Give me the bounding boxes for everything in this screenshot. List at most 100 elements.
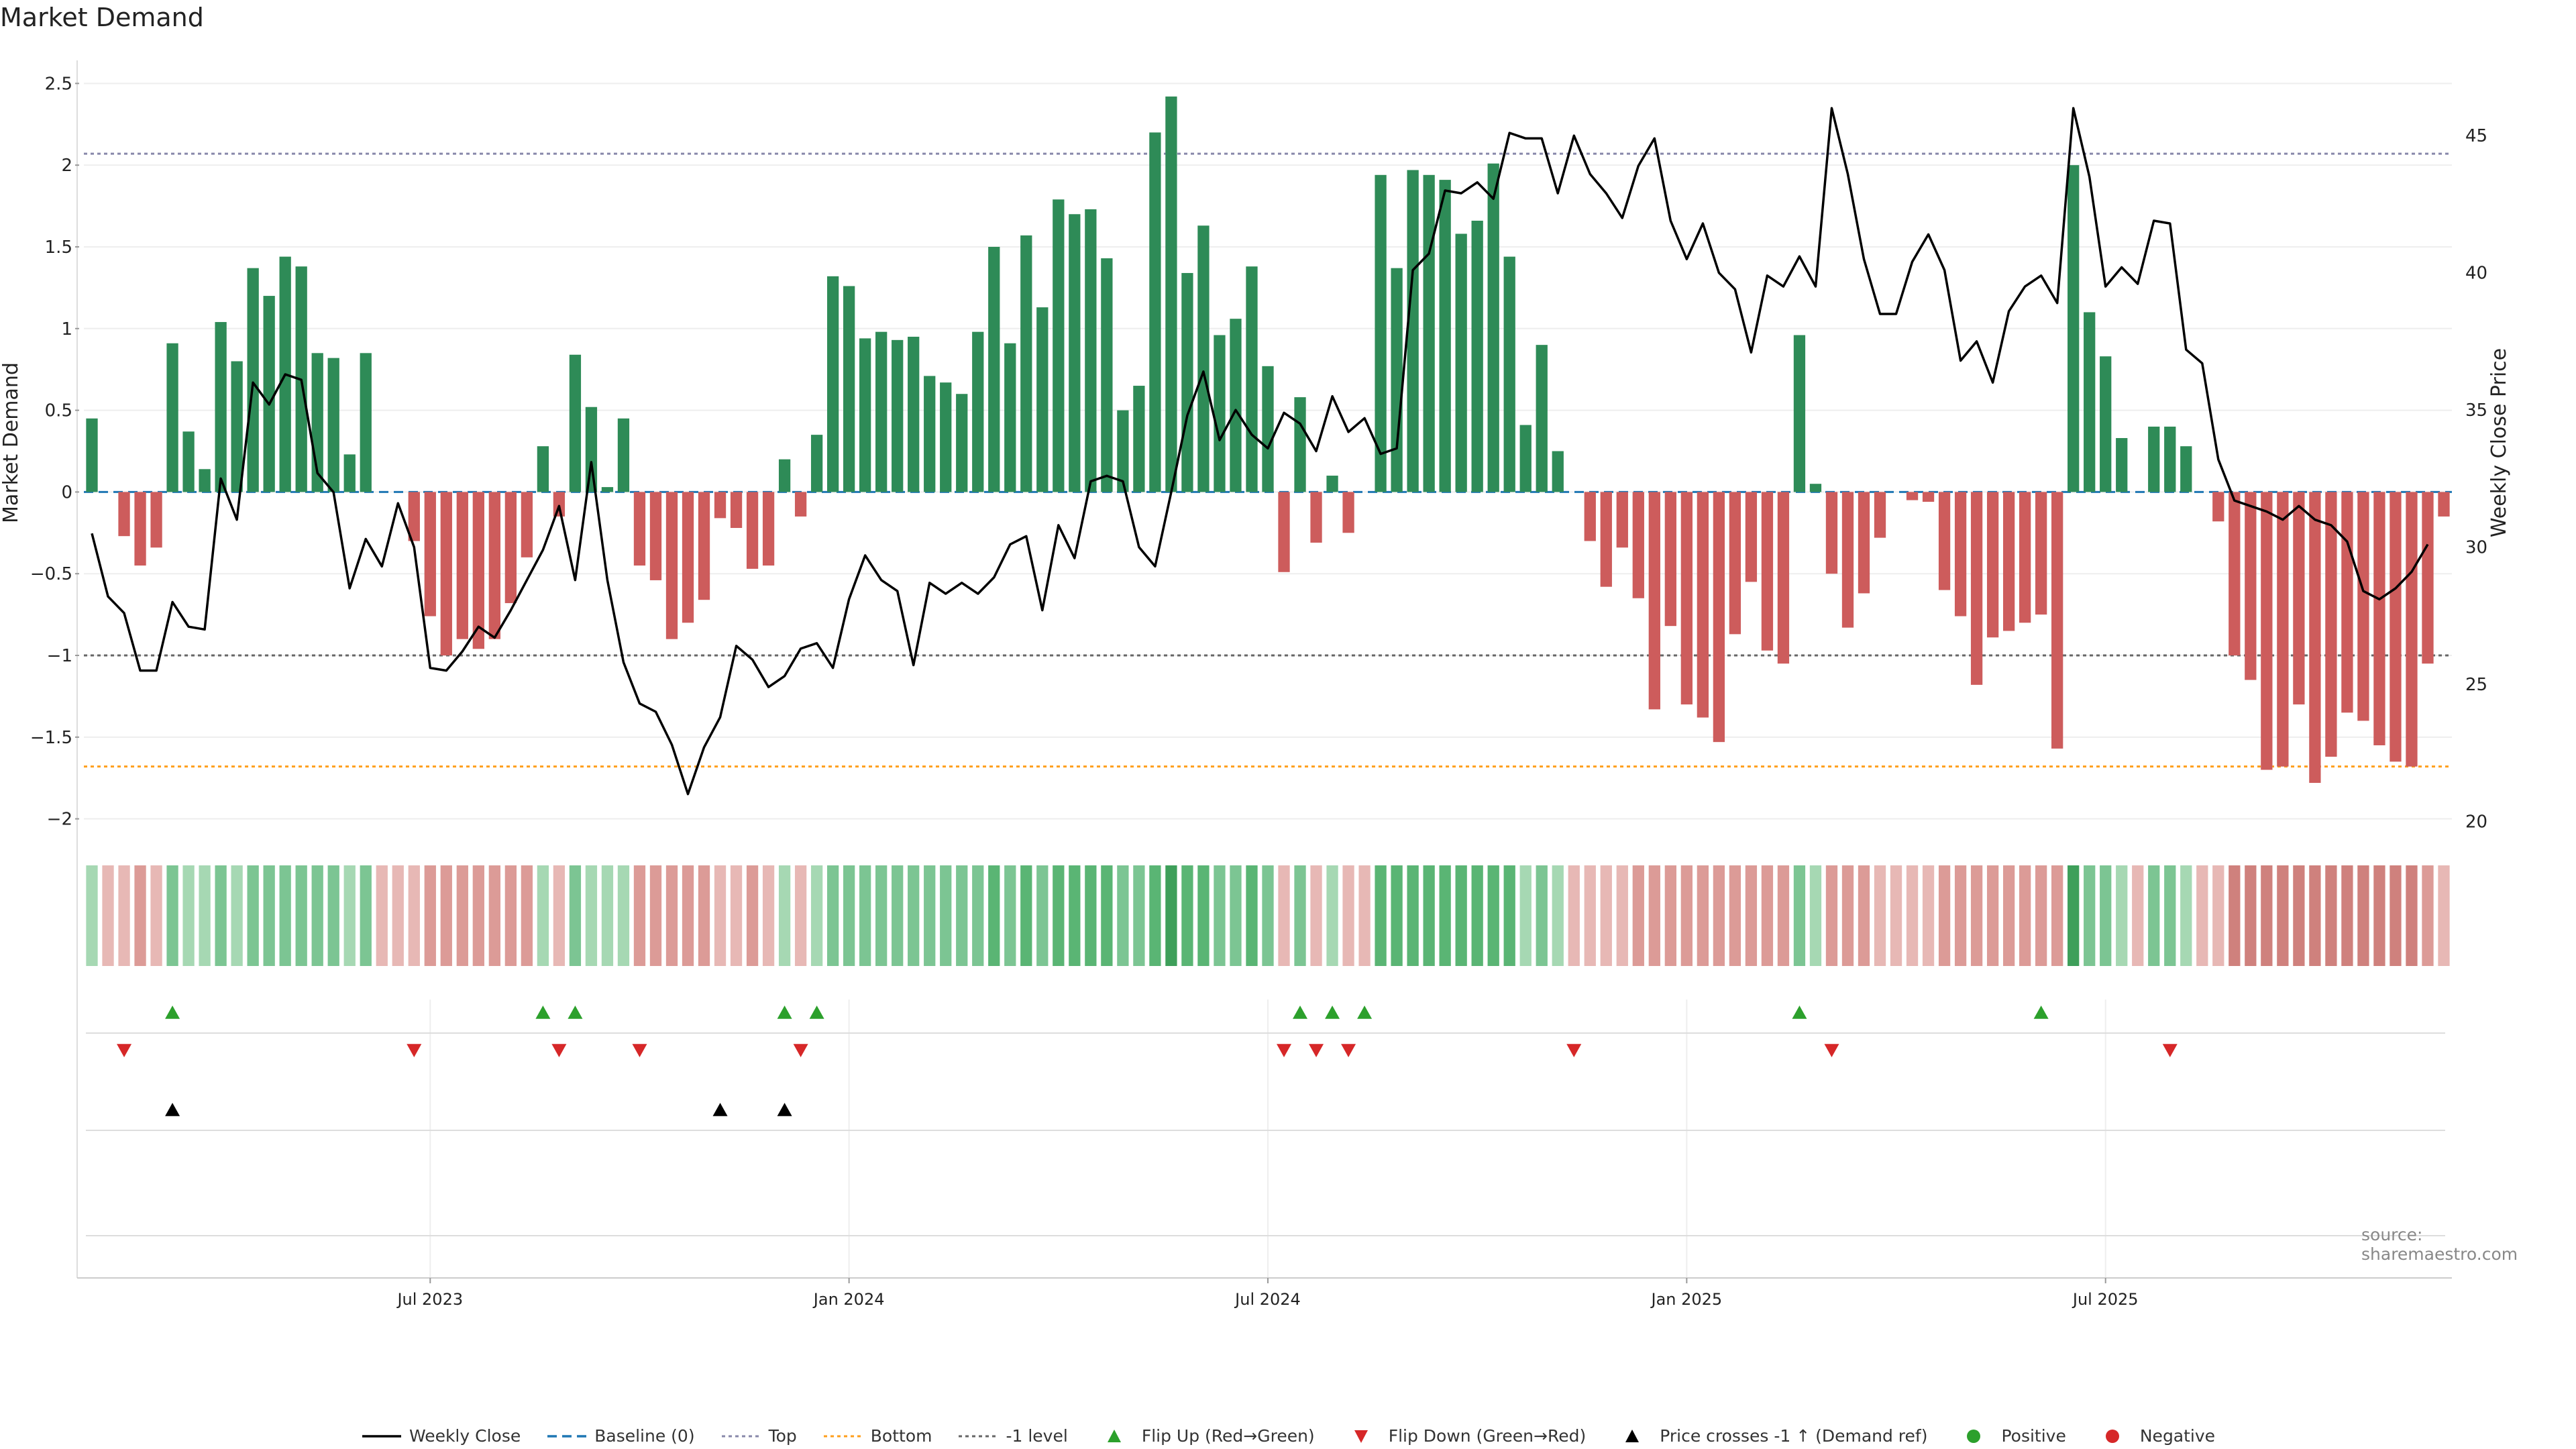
demand-bar <box>2390 492 2402 762</box>
strip-cell <box>1375 865 1387 966</box>
strip-cell <box>343 865 356 966</box>
strip-cell <box>988 865 1000 966</box>
demand-bar <box>1777 492 1790 664</box>
flip-down-marker <box>407 1044 422 1057</box>
strip-cell <box>1117 865 1129 966</box>
strip-cell <box>424 865 436 966</box>
flip-down-marker <box>1566 1044 1582 1057</box>
demand-bar <box>1680 492 1693 705</box>
demand-bar <box>649 492 662 580</box>
demand-bar <box>472 492 484 649</box>
demand-bar <box>1278 492 1290 572</box>
y-tick-label: −1.5 <box>30 728 72 748</box>
strip-cell <box>2100 865 2112 966</box>
demand-bar <box>440 492 452 656</box>
demand-bar <box>714 492 727 519</box>
strip-cell <box>182 865 195 966</box>
strip-cell <box>1326 865 1338 966</box>
demand-bar <box>988 246 1000 492</box>
demand-bar <box>1326 476 1338 492</box>
strip-cell <box>2229 865 2241 966</box>
demand-bar <box>1906 492 1919 500</box>
flip-up-marker <box>1792 1006 1807 1019</box>
legend-symbol-icon <box>2105 1429 2119 1443</box>
demand-bar <box>1471 221 1483 492</box>
strip-cell <box>295 865 307 966</box>
strip-cell <box>2293 865 2305 966</box>
source-credit: source: sharemaestro.com <box>2361 1225 2518 1264</box>
demand-bar <box>633 492 646 566</box>
price-cross-marker <box>712 1103 728 1116</box>
demand-bar <box>231 361 243 492</box>
demand-bar <box>2035 492 2047 615</box>
demand-bar <box>2325 492 2337 757</box>
legend-item: -1 level <box>957 1426 1068 1446</box>
strip-cell <box>2277 865 2289 966</box>
strip-cell <box>472 865 484 966</box>
strip-cell <box>1616 865 1628 966</box>
strip-cell <box>1664 865 1676 966</box>
demand-bar <box>1552 451 1564 492</box>
demand-bar <box>1423 174 1435 492</box>
demand-bar <box>1455 233 1467 492</box>
demand-bar <box>247 268 259 492</box>
strip-cell <box>488 865 500 966</box>
flip-down-marker <box>632 1044 647 1057</box>
strip-cell <box>376 865 388 966</box>
strip-cell <box>263 865 275 966</box>
demand-bar <box>972 331 984 492</box>
strip-cell <box>1970 865 1983 966</box>
legend-symbol-icon <box>959 1435 998 1437</box>
demand-bar <box>762 492 775 566</box>
strip-cell <box>1197 865 1210 966</box>
strip-cell <box>1600 865 1612 966</box>
grid-lines <box>84 83 2452 1278</box>
strip-cell <box>1214 865 1226 966</box>
legend-item: Flip Down (Green→Red) <box>1340 1426 1586 1446</box>
demand-bar <box>1133 386 1145 492</box>
demand-bar <box>730 492 743 528</box>
strip-cell <box>1841 865 1854 966</box>
demand-bar <box>1825 492 1838 574</box>
y-tick-label: 2 <box>61 156 72 176</box>
price-cross-marker <box>165 1103 180 1116</box>
demand-bar <box>601 487 614 492</box>
strip-cell <box>1874 865 1886 966</box>
demand-bar <box>1584 492 1596 541</box>
demand-bar <box>134 492 146 566</box>
x-tick-label: Jul 2024 <box>1234 1290 1301 1309</box>
strip-cell <box>1552 865 1564 966</box>
strip-cell <box>617 865 630 966</box>
demand-bar <box>343 454 356 492</box>
demand-bar <box>1020 235 1032 492</box>
strip-cell <box>2422 865 2434 966</box>
strip-cell <box>2406 865 2418 966</box>
demand-bar <box>1664 492 1676 627</box>
demand-bar <box>2148 426 2160 492</box>
strip-cell <box>440 865 452 966</box>
strip-cell <box>1697 865 1709 966</box>
strip-cell <box>360 865 372 966</box>
strip-cell <box>1278 865 1290 966</box>
demand-bar <box>569 354 582 492</box>
demand-bar <box>826 276 839 492</box>
strip-cell <box>521 865 533 966</box>
legend-item: Bottom <box>822 1426 932 1446</box>
strip-cell <box>1246 865 1258 966</box>
demand-bar <box>2116 438 2128 492</box>
strip-cell <box>86 865 98 966</box>
strip-cell <box>714 865 727 966</box>
legend-symbol-icon <box>823 1435 863 1437</box>
demand-bar <box>585 407 598 492</box>
strip-cell <box>1825 865 1838 966</box>
legend-symbol-icon <box>721 1435 761 1437</box>
flip-up-marker <box>165 1006 180 1019</box>
legend-label: -1 level <box>1006 1426 1068 1446</box>
legend-item: Positive <box>1953 1426 2066 1446</box>
y2-tick-label: 40 <box>2465 264 2487 284</box>
demand-bar <box>2002 492 2015 631</box>
demand-bar <box>1101 258 1113 492</box>
strip-cell <box>778 865 791 966</box>
strip-cell <box>649 865 662 966</box>
y-axis-label: Market Demand <box>0 362 23 523</box>
